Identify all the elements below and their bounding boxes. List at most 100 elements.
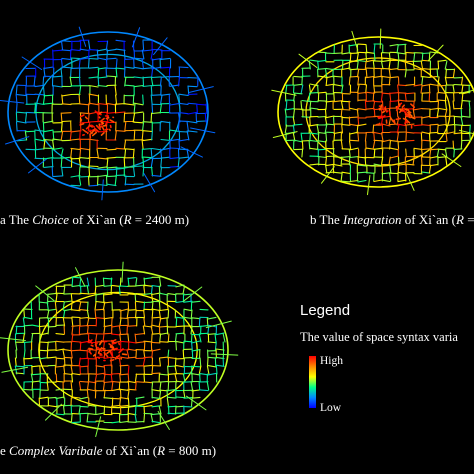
street-segment	[150, 112, 153, 123]
street-segment	[187, 85, 198, 88]
street-segment	[132, 112, 136, 123]
street-segment	[404, 60, 407, 70]
street-segment	[429, 148, 432, 158]
street-segment	[191, 365, 201, 368]
street-segment	[333, 164, 343, 167]
street-segment	[1, 366, 29, 373]
street-segment	[151, 365, 154, 375]
street-segment	[79, 405, 89, 408]
street-segment	[62, 317, 66, 327]
street-segment	[103, 365, 106, 375]
street-segment	[405, 108, 411, 113]
street-segment	[160, 94, 163, 105]
street-segment	[150, 148, 153, 159]
street-segment	[60, 130, 64, 141]
street-segment	[33, 76, 36, 87]
street-segment	[437, 123, 447, 127]
street-segment	[61, 66, 72, 69]
street-segment	[175, 316, 185, 319]
street-segment	[333, 75, 343, 78]
street-segment	[405, 83, 415, 86]
street-segment	[127, 348, 137, 352]
street-segment	[95, 308, 105, 311]
street-segment	[364, 100, 367, 110]
street-segment	[167, 333, 170, 343]
street-segment	[63, 365, 66, 375]
street-segment	[158, 405, 162, 415]
street-segment	[317, 59, 327, 62]
street-segment	[97, 166, 108, 169]
street-segment	[324, 68, 328, 78]
street-segment	[111, 404, 121, 407]
street-segment	[373, 132, 376, 142]
street-segment	[389, 68, 399, 71]
street-segment	[340, 100, 344, 110]
street-segment	[61, 57, 72, 61]
street-segment	[365, 75, 375, 79]
street-segment	[222, 333, 226, 343]
street-segment	[60, 67, 63, 78]
street-segment	[52, 175, 63, 178]
street-segment	[61, 103, 72, 106]
street-segment	[159, 356, 169, 359]
street-segment	[389, 92, 399, 94]
street-segment	[71, 349, 81, 352]
street-segment	[151, 76, 162, 79]
street-segment	[167, 396, 177, 399]
street-segment	[35, 285, 55, 301]
street-segment	[284, 124, 288, 134]
street-segment	[103, 351, 109, 358]
street-segment	[91, 131, 98, 137]
street-segment	[309, 163, 319, 166]
street-segment	[79, 148, 82, 159]
street-segment	[63, 300, 73, 303]
street-segment	[444, 76, 448, 86]
street-segment	[133, 102, 144, 106]
street-segment	[115, 94, 118, 105]
street-segment	[119, 364, 129, 367]
street-segment	[356, 124, 359, 134]
street-segment	[191, 349, 201, 352]
street-segment	[341, 124, 344, 134]
street-segment	[132, 166, 136, 177]
street-segment	[46, 309, 50, 319]
street-segment	[397, 179, 407, 183]
street-segment	[166, 389, 169, 399]
street-segment	[143, 317, 146, 327]
street-segment	[405, 171, 415, 191]
street-segment	[79, 396, 89, 400]
street-segment	[87, 388, 97, 392]
street-segment	[348, 60, 351, 70]
street-segment	[71, 317, 74, 327]
street-segment	[160, 157, 163, 168]
street-segment	[158, 309, 161, 319]
street-segment	[357, 132, 360, 142]
street-segment	[169, 129, 180, 132]
street-segment	[429, 51, 439, 54]
street-segment	[141, 58, 144, 69]
street-segment	[373, 100, 383, 103]
street-segment	[71, 276, 81, 279]
street-segment	[134, 309, 137, 319]
street-segment	[133, 76, 144, 79]
street-segment	[16, 94, 27, 97]
street-segment	[90, 344, 94, 347]
street-segment	[151, 66, 162, 70]
street-segment	[364, 60, 367, 70]
street-segment	[158, 285, 161, 295]
street-segment	[150, 413, 154, 423]
street-segment	[151, 333, 153, 343]
street-segment	[160, 148, 163, 159]
street-segment	[23, 341, 33, 344]
street-segment	[469, 124, 471, 134]
street-segment	[316, 124, 320, 134]
street-segment	[183, 372, 193, 375]
street-segment	[309, 92, 319, 94]
street-segment	[341, 108, 351, 111]
street-segment	[127, 389, 130, 399]
street-segment	[86, 389, 89, 399]
street-segment	[175, 325, 185, 328]
street-segment	[71, 277, 74, 287]
street-segment	[373, 108, 376, 118]
street-segment	[183, 357, 185, 367]
